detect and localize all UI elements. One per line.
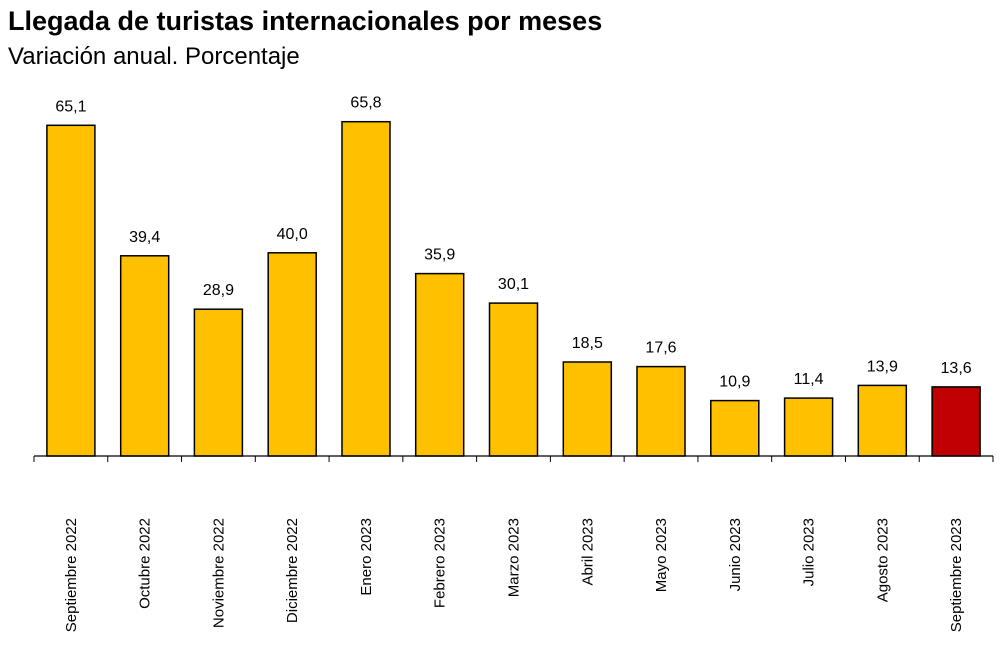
value-label: 40,0 [277,226,308,243]
x-tick-label: Agosto 2023 [874,518,891,602]
bar [488,302,539,457]
x-tick-label: Noviembre 2022 [210,518,227,628]
x-tick-label: Julio 2023 [801,518,818,586]
bar [341,120,391,457]
bar [414,272,465,457]
chart-title: Llegada de turistas internacionales por … [8,6,603,36]
value-label: 10,9 [719,374,750,391]
bar [562,361,613,457]
value-label: 11,4 [794,371,824,388]
bar [710,399,760,457]
chart-subtitle: Variación anual. Porcentaje [8,43,300,70]
x-tick-label: Octubre 2022 [137,518,154,609]
bar [783,397,834,457]
bars-layer [46,120,981,457]
value-label: 30,1 [498,276,529,293]
value-label: 18,5 [572,335,603,352]
value-label: 65,8 [350,95,381,112]
bar [931,386,981,457]
x-tick-label: Junio 2023 [727,518,744,591]
x-tick-label: Marzo 2023 [506,518,523,597]
x-tick-label: Septiembre 2023 [948,518,965,632]
value-label: 65,1 [55,98,86,115]
bar [267,252,317,457]
bar [119,255,170,457]
bar [636,365,686,457]
x-tick-label: Febrero 2023 [432,518,449,608]
x-tick-label: Septiembre 2022 [63,518,80,632]
x-tick-label: Mayo 2023 [653,518,670,592]
value-label: 13,9 [867,358,898,375]
x-axis: Septiembre 2022 Octubre 2022 Noviembre 202… [33,455,994,632]
bar [857,384,908,457]
bar [46,124,96,457]
x-tick-label: Diciembre 2022 [284,518,301,623]
x-tick-label: Abril 2023 [579,518,596,586]
value-label: 35,9 [424,247,455,264]
value-label: 28,9 [203,282,234,299]
bar [193,308,244,457]
value-label: 17,6 [645,340,676,357]
value-label: 13,6 [941,360,972,377]
x-tick-label: Enero 2023 [358,518,375,596]
value-labels-layer: 65,1 39,4 28,9 40,0 65,8 35,9 30,1 18,5 17,6 10,9… [55,95,971,391]
value-label: 39,4 [129,229,160,246]
